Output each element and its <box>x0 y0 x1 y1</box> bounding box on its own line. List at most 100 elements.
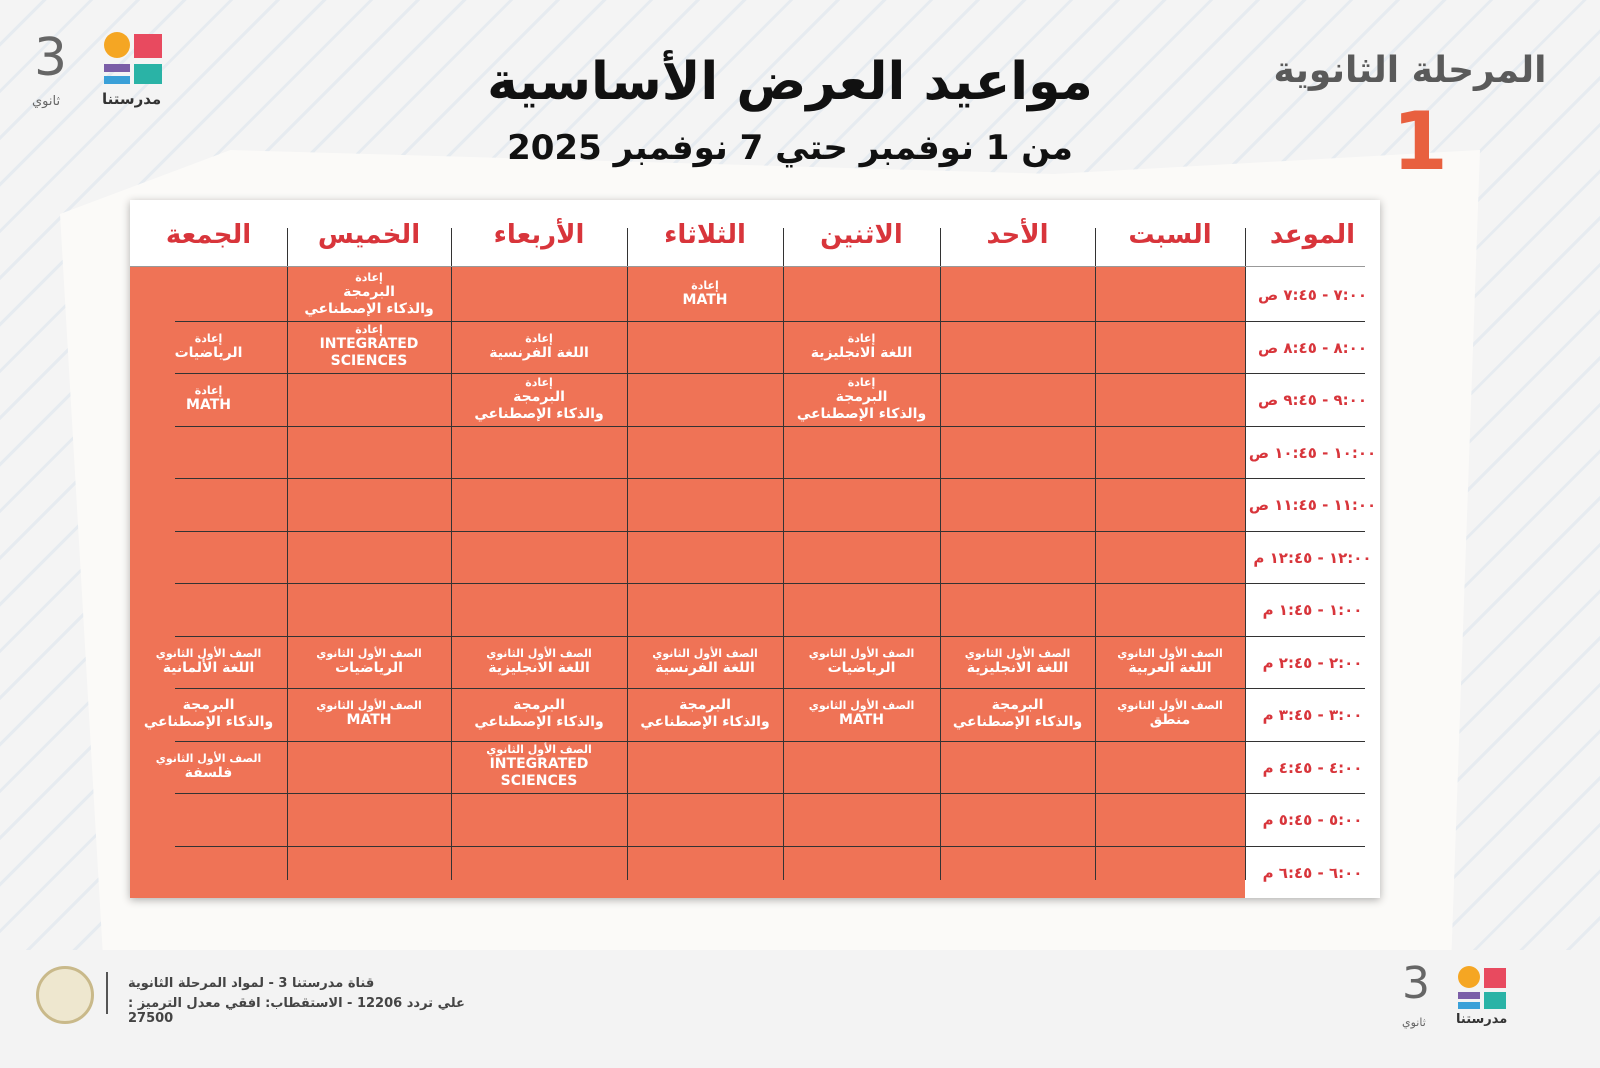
subtitle: من 1 نوفمبر حتي 7 نوفمبر 2025 <box>507 128 1073 168</box>
logo: 3 ثانوي مدرستنا <box>30 28 170 118</box>
cell-tag: إعادة <box>847 331 876 345</box>
logo-brand: مدرستنا <box>102 90 162 108</box>
cell-tag: إعادة <box>355 270 383 284</box>
time-slot: ٣:٠٠ - ٣:٤٥ م <box>1262 706 1363 724</box>
cell-subject: اللغة الفرنسية <box>655 659 755 676</box>
cell-subject: MATH <box>839 712 884 729</box>
title: مواعيد العرض الأساسية <box>487 52 1093 112</box>
logo-bar <box>104 76 130 84</box>
ministry-seal <box>36 966 94 1024</box>
cell-subject: والذكاء الإصطناعي <box>796 405 927 422</box>
header-line <box>130 266 1365 267</box>
row-line <box>175 740 1365 742</box>
row-line <box>175 478 1365 479</box>
column-separator <box>1245 228 1246 880</box>
cell-subject: البرمجة <box>835 388 888 405</box>
time-slot: ١٢:٠٠ - ١٢:٤٥ م <box>1253 548 1372 567</box>
cell-subject: الرياضيات <box>827 659 896 676</box>
schedule-cell: الصف الأول الثانوي MATH <box>287 688 451 741</box>
column-separator <box>940 228 941 880</box>
schedule-cell: الصف الأول الثانوي MATH <box>783 688 940 741</box>
cell-subject: البرمجة <box>343 283 395 300</box>
schedule-cell: إعادة MATH <box>130 373 287 426</box>
cell-subject: البرمجة <box>513 388 565 405</box>
row-line <box>175 530 1365 532</box>
schedule-cell: إعادة الرياضيات <box>130 321 287 374</box>
cell-tag: الصف الأول الثانوي <box>486 646 592 660</box>
cell-subject: البرمجة <box>991 697 1044 714</box>
schedule-cell: إعادة اللغة الفرنسية <box>451 321 627 374</box>
time-slot: ٢:٠٠ - ٢:٤٥ م <box>1262 653 1363 672</box>
schedule-cell: الصف الأول الثانوي منطق <box>1095 688 1245 741</box>
schedule-cell: إعادة البرمجة والذكاء الإصطناعي <box>451 373 627 426</box>
day-header: الأحد <box>986 220 1049 250</box>
schedule-cell: إعادة INTEGRATED SCIENCES <box>287 321 451 374</box>
schedule-table <box>130 200 1380 898</box>
channel-text: قناة مدرستنا 3 - لمواد المرحلة الثانوية <box>128 976 375 991</box>
column-separator <box>287 228 288 880</box>
cell-tag: الصف الأول الثانوي <box>808 699 915 713</box>
time-slot: ١:٠٠ - ١:٤٥ م <box>1262 601 1363 619</box>
cell-tag: الصف الأول الثانوي <box>1117 646 1223 660</box>
logo-tagline: ثانوي <box>32 94 61 109</box>
logo-dot <box>104 32 130 58</box>
schedule-cell: إعادة البرمجة والذكاء الإصطناعي <box>287 268 451 321</box>
column-separator <box>627 228 628 880</box>
cell-tag: الصف الأول الثانوي <box>964 646 1071 660</box>
cell-subject: والذكاء الإصطناعي <box>474 405 604 422</box>
logo-brand: مدرستنا <box>1456 1012 1508 1027</box>
cell-tag: إعادة <box>194 331 223 345</box>
time-column <box>1245 266 1380 898</box>
schedule-cell: الصف الأول الثانوي الرياضيات <box>287 636 451 689</box>
cell-subject: والذكاء الإصطناعي <box>474 714 604 731</box>
cell-tag: الصف الأول الثانوي <box>316 699 422 713</box>
row-line <box>175 583 1365 584</box>
schedule-cell: الصف الأول الثانوي الرياضيات <box>783 636 940 689</box>
schedule-cell: الصف الأول الثانوي اللغة الانجليزية <box>451 636 627 689</box>
day-header: الجمعة <box>165 220 252 250</box>
cell-subject: والذكاء الإصطناعي <box>304 300 434 317</box>
cell-subject: الرياضيات <box>335 659 403 676</box>
cell-subject: MATH <box>346 712 392 729</box>
footer-logo: 3 ثانوي مدرستنا <box>1400 958 1520 1042</box>
logo-book <box>1484 992 1506 1009</box>
cell-subject: اللغة الانجليزية <box>488 659 590 676</box>
cell-subject: البرمجة <box>679 697 731 714</box>
time-slot: ٦:٠٠ - ٦:٤٥ م <box>1262 863 1363 882</box>
column-separator <box>783 228 784 880</box>
cell-tag: إعادة <box>525 375 553 389</box>
schedule-cell: الصف الأول الثانوي اللغة العربية <box>1095 636 1245 689</box>
row-line <box>175 373 1365 374</box>
cell-tag: الصف الأول الثانوي <box>155 646 262 660</box>
logo-house <box>134 34 162 58</box>
cell-subject: اللغة الفرنسية <box>489 344 589 361</box>
time-slot: ٤:٠٠ - ٤:٤٥ م <box>1262 758 1363 777</box>
cell-tag: إعادة <box>194 384 223 398</box>
schedule-cell: إعادة اللغة الانجليزية <box>783 321 940 374</box>
row-line <box>175 635 1365 637</box>
time-slot: ٩:٠٠ - ٩:٤٥ ص <box>1257 391 1367 409</box>
logo-number: 3 <box>1402 958 1430 1009</box>
cell-subject: منطق <box>1149 712 1191 729</box>
schedule-cell: الصف الأول الثانوي INTEGRATED SCIENCES <box>451 741 627 794</box>
schedule-cell: البرمجة والذكاء الإصطناعي <box>940 688 1095 741</box>
cell-subject: والذكاء الإصطناعي <box>143 714 274 731</box>
cell-tag: الصف الأول الثانوي <box>486 743 592 757</box>
cell-subject: MATH <box>682 292 728 309</box>
schedule-cell: إعادة البرمجة والذكاء الإصطناعي <box>783 373 940 426</box>
schedule-cell: البرمجة والذكاء الإصطناعي <box>130 688 287 741</box>
schedule-cell: الصف الأول الثانوي اللغة الانجليزية <box>940 636 1095 689</box>
row-line <box>175 425 1365 427</box>
schedule-cell: الصف الأول الثانوي اللغة الفرنسية <box>627 636 783 689</box>
schedule-cell: إعادة MATH <box>627 268 783 321</box>
schedule-cell: البرمجة والذكاء الإصطناعي <box>451 688 627 741</box>
cell-tag: إعادة <box>525 331 553 345</box>
row-line <box>175 688 1365 689</box>
time-slot: ١١:٠٠ - ١١:٤٥ ص <box>1248 496 1377 514</box>
row-line <box>175 320 1365 322</box>
cell-tag: الصف الأول الثانوي <box>1117 699 1223 713</box>
day-header: الأربعاء <box>493 220 585 250</box>
column-separator <box>451 228 452 880</box>
cell-subject: اللغة الألمانية <box>162 659 255 676</box>
time-slot: ٨:٠٠ - ٨:٤٥ ص <box>1257 338 1367 357</box>
